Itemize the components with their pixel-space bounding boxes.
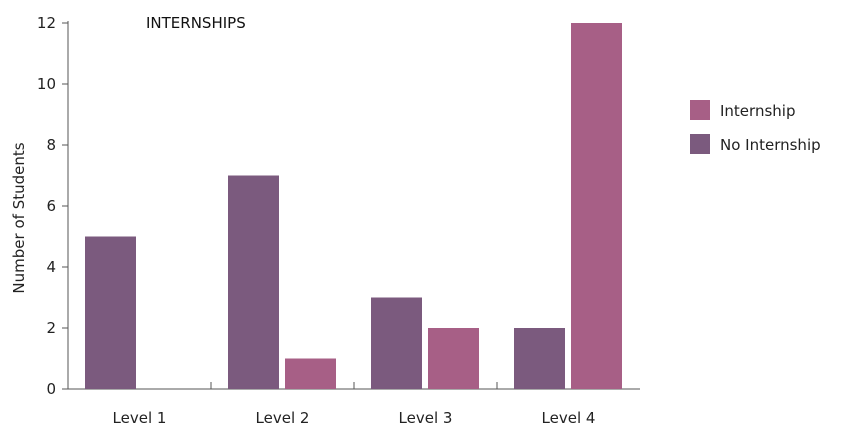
legend: Internship No Internship [690,100,821,154]
x-tick-label: Level 1 [113,409,167,427]
y-tick-label: 4 [46,258,56,276]
axes: 0 2 4 6 8 10 12 Level 1 Level 2 Level 3 Level 4 [37,14,640,427]
legend-swatch [690,134,710,154]
bar-no-internship-level-2 [228,175,279,389]
bar-no-internship-level-4 [514,328,565,389]
legend-swatch [690,100,710,120]
y-tick-label: 2 [46,319,56,337]
bar-internship-level-2 [285,358,336,389]
y-tick-label: 10 [37,75,56,93]
legend-item: Internship [690,100,795,120]
bar-no-internship-level-1 [85,236,136,389]
y-tick-label: 6 [46,197,56,215]
bar-internship-level-4 [571,23,622,389]
legend-item: No Internship [690,134,821,154]
chart-title: INTERNSHIPS [146,14,246,32]
bar-no-internship-level-3 [371,297,422,389]
y-tick-label: 0 [46,380,56,398]
x-tick-label: Level 4 [542,409,596,427]
y-tick-label: 8 [46,136,56,154]
bar-internship-level-3 [428,328,479,389]
x-tick-label: Level 2 [256,409,310,427]
bars [85,23,622,389]
legend-label: No Internship [720,136,821,154]
legend-label: Internship [720,102,795,120]
y-tick-label: 12 [37,14,56,32]
x-tick-label: Level 3 [399,409,453,427]
y-axis-title: Number of Students [10,142,28,293]
